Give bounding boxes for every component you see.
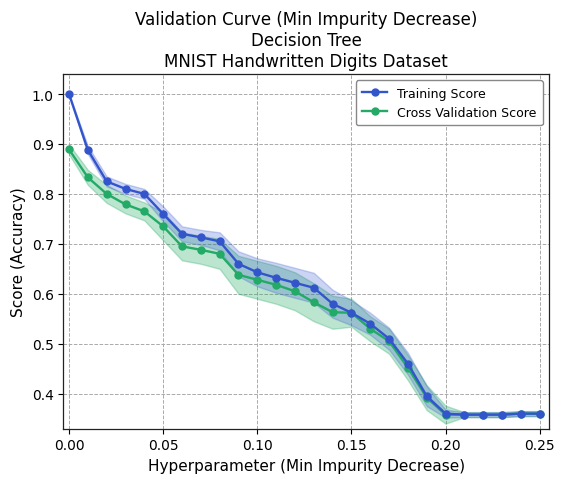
Training Score: [84, 148, 91, 153]
Training Score: [442, 411, 449, 417]
Cross Validation Score: [235, 272, 242, 278]
Line: Cross Validation Score: Cross Validation Score: [66, 147, 543, 418]
Cross Validation Score: [329, 310, 336, 316]
Cross Validation Score: [536, 411, 543, 417]
Training Score: [480, 412, 486, 418]
Cross Validation Score: [386, 339, 392, 345]
Title: Validation Curve (Min Impurity Decrease)
Decision Tree
MNIST Handwritten Digits : Validation Curve (Min Impurity Decrease)…: [135, 11, 477, 71]
Cross Validation Score: [273, 282, 280, 288]
Training Score: [310, 285, 317, 291]
Training Score: [216, 239, 223, 245]
Cross Validation Score: [461, 412, 468, 418]
Cross Validation Score: [348, 310, 355, 316]
Legend: Training Score, Cross Validation Score: Training Score, Cross Validation Score: [356, 81, 543, 126]
Training Score: [424, 393, 430, 399]
Cross Validation Score: [291, 289, 298, 295]
Training Score: [197, 235, 204, 241]
Cross Validation Score: [122, 202, 129, 208]
Cross Validation Score: [254, 277, 261, 283]
Cross Validation Score: [367, 326, 374, 332]
Cross Validation Score: [404, 365, 411, 371]
Cross Validation Score: [216, 251, 223, 257]
Training Score: [179, 231, 185, 237]
Y-axis label: Score (Accuracy): Score (Accuracy): [11, 187, 26, 317]
Training Score: [536, 411, 543, 417]
Cross Validation Score: [160, 224, 167, 230]
Training Score: [518, 411, 524, 417]
Training Score: [141, 192, 148, 197]
Cross Validation Score: [103, 192, 110, 197]
Training Score: [103, 179, 110, 185]
Cross Validation Score: [310, 300, 317, 305]
Cross Validation Score: [498, 412, 505, 418]
Training Score: [498, 412, 505, 418]
Training Score: [122, 187, 129, 193]
Training Score: [254, 270, 261, 276]
Cross Validation Score: [141, 209, 148, 215]
Line: Training Score: Training Score: [66, 91, 543, 418]
X-axis label: Hyperparameter (Min Impurity Decrease): Hyperparameter (Min Impurity Decrease): [147, 458, 465, 473]
Cross Validation Score: [197, 247, 204, 253]
Training Score: [404, 361, 411, 367]
Training Score: [160, 212, 167, 217]
Training Score: [291, 280, 298, 286]
Training Score: [66, 92, 73, 98]
Cross Validation Score: [84, 175, 91, 181]
Training Score: [348, 310, 355, 316]
Training Score: [461, 412, 468, 418]
Cross Validation Score: [480, 412, 486, 418]
Training Score: [235, 261, 242, 267]
Training Score: [367, 321, 374, 327]
Training Score: [273, 275, 280, 281]
Training Score: [386, 336, 392, 342]
Cross Validation Score: [66, 147, 73, 153]
Cross Validation Score: [442, 412, 449, 418]
Training Score: [329, 301, 336, 307]
Cross Validation Score: [518, 411, 524, 417]
Cross Validation Score: [179, 244, 185, 250]
Cross Validation Score: [424, 395, 430, 401]
